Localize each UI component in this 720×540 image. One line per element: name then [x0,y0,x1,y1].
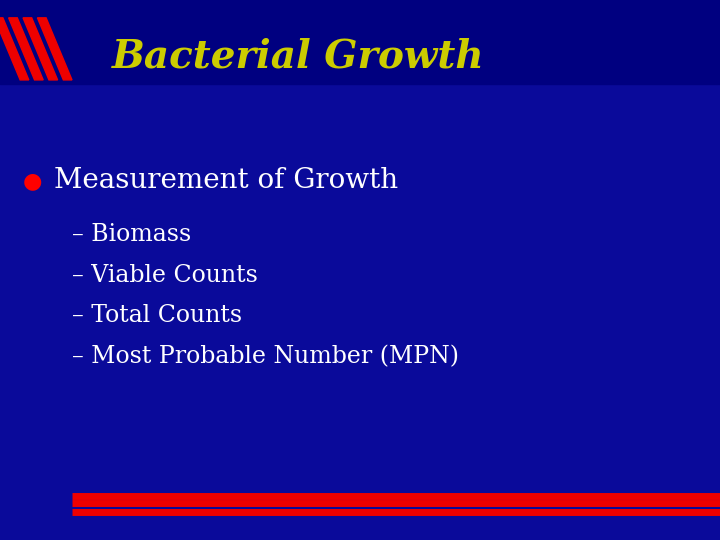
Text: – Total Counts: – Total Counts [72,305,242,327]
Polygon shape [0,18,29,80]
Polygon shape [37,18,72,80]
Text: – Most Probable Number (MPN): – Most Probable Number (MPN) [72,345,459,368]
Text: Bacterial Growth: Bacterial Growth [112,38,485,76]
Text: – Biomass: – Biomass [72,224,192,246]
Bar [0,0,720,84]
Polygon shape [9,18,43,80]
Text: ●: ● [23,171,42,191]
Text: – Viable Counts: – Viable Counts [72,264,258,287]
Text: Measurement of Growth: Measurement of Growth [54,167,398,194]
Polygon shape [23,18,58,80]
